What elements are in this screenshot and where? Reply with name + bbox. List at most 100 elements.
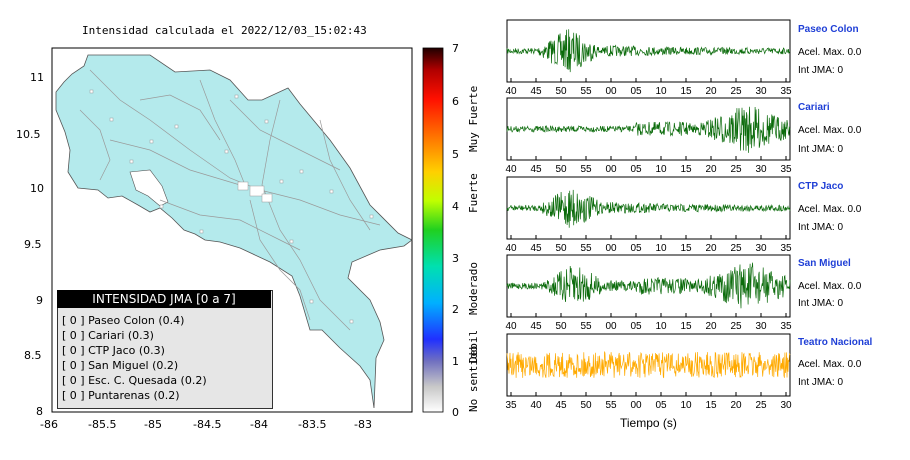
station-int: Int JMA: 0	[798, 298, 844, 309]
station-name: Teatro Nacional	[798, 337, 873, 348]
waveform-trace	[506, 350, 791, 379]
colorbar	[422, 47, 444, 413]
waveform-tick-label: 05	[630, 321, 642, 332]
waveform-tick-label: 20	[705, 243, 717, 254]
waveform-tick-label: 55	[580, 321, 592, 332]
costa-rica-land	[55, 54, 413, 409]
waveform-tick-label: 45	[530, 243, 542, 254]
waveform-tick-label: 50	[555, 86, 567, 97]
waveform-tick-label: 00	[605, 86, 617, 97]
waveform-panels: 40 45 50 55 00 05 10 15 20 25 30 35 40 45 50 55 00 05 10 15…	[505, 19, 792, 411]
map-xtick: -86	[40, 418, 58, 431]
station-name: Paseo Colon	[798, 24, 859, 35]
waveform-tick-label: 45	[530, 164, 542, 175]
map-xtick: -83	[354, 418, 372, 431]
colorbar-tick: 2	[452, 303, 459, 316]
waveform-tick-label: 30	[755, 243, 767, 254]
legend-row: [ 0 ] CTP Jaco (0.3)	[62, 344, 165, 357]
waveform-tick-label: 30	[780, 400, 792, 411]
waveform-tick-label: 40	[505, 86, 517, 97]
waveform-trace	[506, 106, 791, 153]
map-ytick: 10	[30, 182, 44, 195]
waveform-tick-label: 10	[655, 321, 667, 332]
waveform-tick-label: 00	[605, 321, 617, 332]
waveform-tick-label: 10	[655, 243, 667, 254]
station-int: Int JMA: 0	[798, 144, 844, 155]
colorbar-tick: 1	[452, 355, 459, 368]
colorbar-tick: 5	[452, 148, 459, 161]
waveform-tick-label: 45	[530, 321, 542, 332]
waveform-tick-label: 40	[530, 400, 542, 411]
waveform-tick-label: 25	[730, 243, 742, 254]
waveform-tick-label: 35	[780, 243, 792, 254]
waveform-tick-label: 25	[730, 86, 742, 97]
city-dots	[89, 89, 374, 324]
waveform-trace	[506, 262, 791, 309]
waveform-tick-label: 55	[580, 164, 592, 175]
waveform-tick-label: 05	[630, 243, 642, 254]
colorbar-tick: 4	[452, 200, 459, 213]
legend-row: [ 0 ] Cariari (0.3)	[62, 329, 154, 342]
colorbar-label: Fuerte	[467, 173, 480, 213]
map-xtick: -83.5	[298, 418, 327, 431]
waveform-tick-label: 05	[630, 86, 642, 97]
waveform-tick-label: 25	[730, 164, 742, 175]
waveform-tick-label: 50	[555, 164, 567, 175]
map-ytick: 8	[36, 405, 43, 418]
waveform-tick-label: 30	[755, 164, 767, 175]
waveform-tick-label: 15	[680, 321, 692, 332]
colorbar-tick: 7	[452, 42, 459, 55]
station-int: Int JMA: 0	[798, 377, 844, 388]
waveform-tick-label: 05	[630, 164, 642, 175]
station-acel: Acel. Max. 0.0	[798, 359, 862, 370]
colorbar-label: Muy Fuerte	[467, 86, 480, 152]
colorbar-tick: 6	[452, 95, 459, 108]
waveform-tick-label: 10	[680, 400, 692, 411]
waveform-tick-label: 35	[505, 400, 517, 411]
legend-row: [ 0 ] Puntarenas (0.2)	[62, 389, 180, 402]
waveform-tick-label: 00	[630, 400, 642, 411]
map-ytick: 9.5	[24, 238, 42, 251]
station-int: Int JMA: 0	[798, 65, 844, 76]
waveform-tick-label: 50	[555, 243, 567, 254]
waveform-tick-label: 45	[530, 86, 542, 97]
station-name: San Miguel	[798, 258, 851, 269]
legend-header: INTENSIDAD JMA [0 a 7]	[57, 290, 271, 308]
colorbar-labels: Muy Fuerte Fuerte Moderado Debil No sent…	[467, 86, 480, 412]
waveform-tick-label: 45	[555, 400, 567, 411]
station-int: Int JMA: 0	[798, 222, 844, 233]
road-network	[79, 69, 381, 331]
station-acel: Acel. Max. 0.0	[798, 204, 862, 215]
waveform-tick-label: 25	[755, 400, 767, 411]
map-ytick: 10.5	[16, 128, 41, 141]
waveform-tick-label: 35	[780, 86, 792, 97]
station-acel: Acel. Max. 0.0	[798, 125, 862, 136]
station-name: Cariari	[798, 102, 830, 113]
intensity-legend	[57, 290, 273, 409]
waveform-tick-label: 10	[655, 86, 667, 97]
map-xtick: -85.5	[88, 418, 117, 431]
legend-row: [ 0 ] Paseo Colon (0.4)	[62, 314, 185, 327]
station-name: CTP Jaco	[798, 181, 844, 192]
waveform-tick-label: 55	[580, 243, 592, 254]
waveform-tick-label: 15	[680, 243, 692, 254]
colorbar-label: Debil	[467, 330, 480, 363]
map-title: Intensidad calculada el 2022/12/03_15:02…	[82, 24, 367, 37]
waveform-tick-label: 50	[580, 400, 592, 411]
waveform-tick-label: 20	[705, 164, 717, 175]
waveform-tick-label: 00	[605, 243, 617, 254]
waveform-tick-label: 30	[755, 86, 767, 97]
waveform-tick-label: 05	[655, 400, 667, 411]
gulf-nicoya	[129, 169, 169, 207]
station-acel: Acel. Max. 0.0	[798, 47, 862, 58]
waveform-tick-label: 40	[505, 321, 517, 332]
map-xtick: -84	[250, 418, 268, 431]
waveform-tick-label: 50	[555, 321, 567, 332]
waveform-tick-label: 35	[780, 321, 792, 332]
waveform-tick-label: 40	[505, 164, 517, 175]
waveform-tick-label: 10	[655, 164, 667, 175]
station-acel: Acel. Max. 0.0	[798, 281, 862, 292]
waveform-tick-label: 00	[605, 164, 617, 175]
waveform-tick-label: 35	[780, 164, 792, 175]
